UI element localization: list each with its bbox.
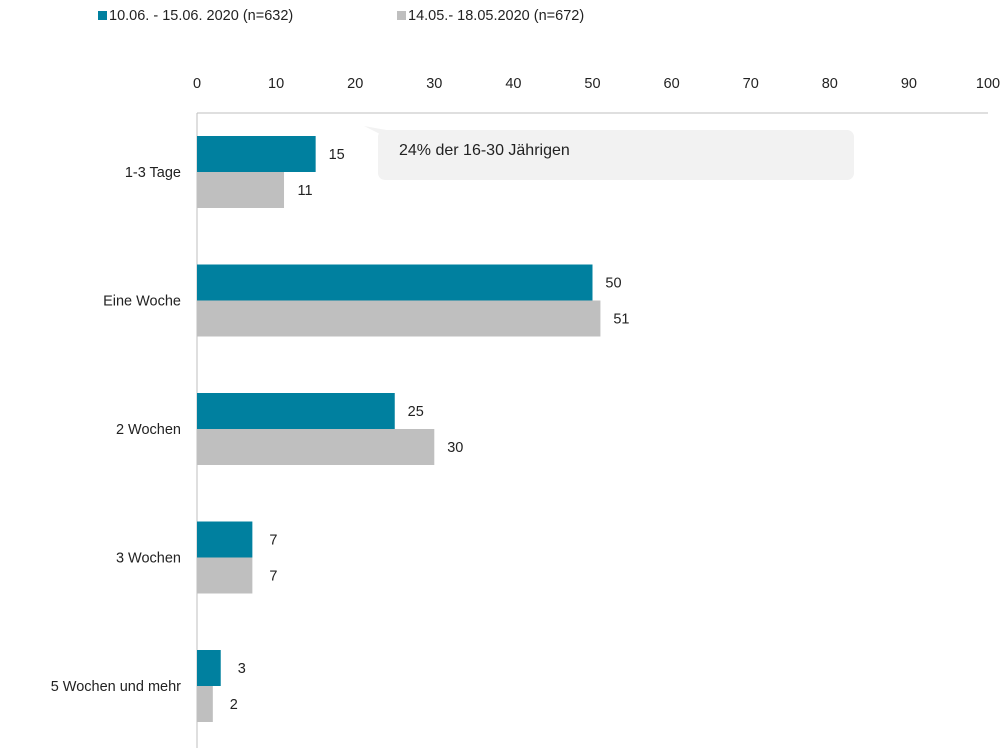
category-label-3-wochen: 3 Wochen: [116, 551, 181, 567]
bar-eine-woche-series-1: [197, 264, 593, 301]
data-label-eine-woche-series-1: 50: [605, 276, 621, 292]
annotations: 24% der 16-30 Jährigen: [364, 126, 854, 180]
legend-label-2: 14.05.- 18.05.2020 (n=672): [408, 8, 584, 24]
x-tick-label-60: 60: [664, 76, 680, 92]
bar-1-3-tage-series-2: [197, 172, 285, 208]
bar-2-wochen-series-2: [197, 429, 435, 465]
data-label-3-wochen-series-2: 7: [269, 569, 277, 585]
data-label-5-wochen-und-mehr-series-1: 3: [238, 661, 246, 677]
x-tick-label-100: 100: [976, 76, 1000, 92]
x-tick-label-0: 0: [193, 76, 201, 92]
x-tick-label-20: 20: [347, 76, 363, 92]
bar-5-wochen-und-mehr-series-1: [197, 650, 221, 686]
x-tick-label-30: 30: [426, 76, 442, 92]
bars: [197, 136, 601, 722]
data-labels: 15 11 50 51 25 30 7 7 3 2: [230, 147, 630, 713]
bar-3-wochen-series-1: [197, 521, 253, 558]
x-tick-label-80: 80: [822, 76, 838, 92]
legend-label-1: 10.06. - 15.06. 2020 (n=632): [109, 8, 293, 24]
x-tick-label-40: 40: [505, 76, 521, 92]
data-label-1-3-tage-series-1: 15: [329, 147, 345, 163]
category-label-1-3-tage: 1-3 Tage: [125, 165, 181, 181]
annotation-box: [378, 130, 854, 180]
data-label-5-wochen-und-mehr-series-2: 2: [230, 697, 238, 713]
x-tick-label-70: 70: [743, 76, 759, 92]
data-label-3-wochen-series-1: 7: [269, 533, 277, 549]
bar-3-wochen-series-2: [197, 557, 253, 594]
legend-item-2: 14.05.- 18.05.2020 (n=672): [397, 8, 584, 24]
legend-swatch-1: [98, 11, 107, 20]
annotation-pointer: [364, 126, 392, 134]
data-label-2-wochen-series-1: 25: [408, 404, 424, 420]
legend-swatch-2: [397, 11, 406, 20]
category-label-5-wochen-und-mehr: 5 Wochen und mehr: [51, 679, 181, 695]
legend-item-1: 10.06. - 15.06. 2020 (n=632): [98, 8, 293, 24]
category-label-eine-woche: Eine Woche: [103, 294, 181, 310]
data-label-2-wochen-series-2: 30: [447, 440, 463, 456]
bar-1-3-tage-series-1: [197, 136, 316, 172]
bar-5-wochen-und-mehr-series-2: [197, 686, 213, 722]
x-axis: 0 10 20 30 40 50 60 70 80 90 100: [193, 76, 1000, 748]
bar-eine-woche-series-2: [197, 300, 601, 337]
data-label-eine-woche-series-2: 51: [613, 312, 629, 328]
annotation-text: 24% der 16-30 Jährigen: [399, 142, 570, 159]
legend: 10.06. - 15.06. 2020 (n=632) 14.05.- 18.0…: [98, 8, 584, 24]
annotation-callout: 24% der 16-30 Jährigen: [364, 126, 854, 180]
x-tick-label-10: 10: [268, 76, 284, 92]
x-tick-label-50: 50: [584, 76, 600, 92]
data-label-1-3-tage-series-2: 11: [297, 183, 312, 199]
category-labels: 1-3 Tage Eine Woche 2 Wochen 3 Wochen 5 Woch…: [51, 165, 181, 695]
x-tick-label-90: 90: [901, 76, 917, 92]
bar-2-wochen-series-1: [197, 393, 395, 429]
category-label-2-wochen: 2 Wochen: [116, 422, 181, 438]
